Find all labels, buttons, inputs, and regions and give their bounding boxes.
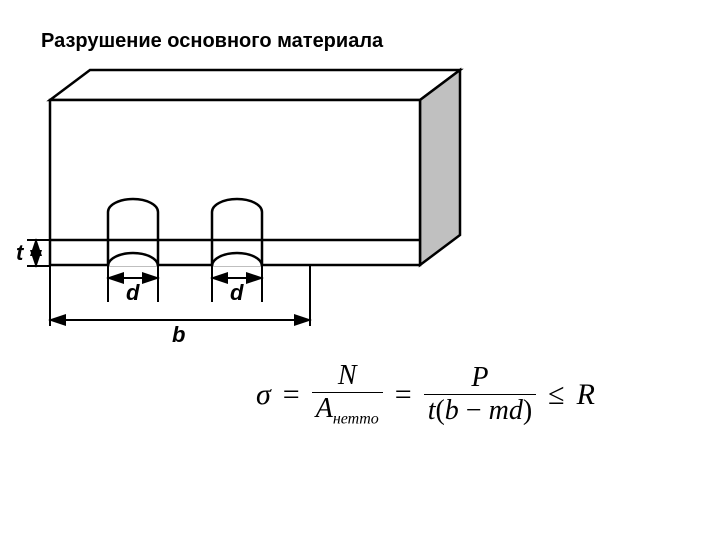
label-t: t — [16, 240, 23, 266]
formula-R: R — [571, 360, 601, 430]
hole-1 — [108, 199, 158, 266]
formula-le: ≤ — [542, 360, 570, 430]
formula-d: d — [509, 395, 523, 426]
formula-N: N — [312, 360, 383, 392]
formula-b: b — [445, 395, 459, 426]
dim-b — [50, 266, 310, 326]
formula-eq2: = — [389, 360, 418, 430]
formula-eq1: = — [277, 360, 306, 430]
diagram-svg — [0, 0, 720, 540]
dim-t — [27, 240, 50, 266]
formula-A: A — [316, 393, 333, 424]
block-side-face — [420, 70, 460, 265]
formula-A-sub: нетто — [333, 411, 379, 428]
label-d1: d — [126, 280, 139, 306]
formula-m: m — [489, 395, 509, 426]
label-b: b — [172, 322, 185, 348]
block-top-face — [50, 70, 460, 100]
formula-P: P — [424, 362, 536, 394]
formula: σ = N Aнетто = P t(b − md) ≤ R — [250, 360, 601, 430]
label-d2: d — [230, 280, 243, 306]
hole-2 — [212, 199, 262, 266]
formula-sigma: σ — [250, 360, 277, 430]
